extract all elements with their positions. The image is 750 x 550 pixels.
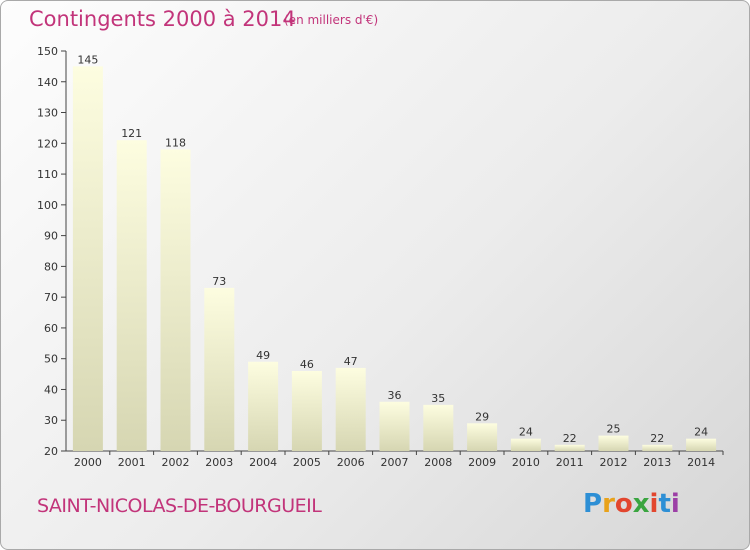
x-tick-label: 2001 (118, 456, 146, 469)
bar-value-label: 22 (650, 432, 664, 445)
bars: 145 121 118 73 49 46 47 36 35 29 24 22 25 22 24 (72, 53, 717, 451)
x-tick-label: 2010 (512, 456, 540, 469)
bar-value-label: 35 (431, 392, 445, 405)
chart-title: Contingents 2000 à 2014 (29, 7, 296, 31)
y-tick-label: 140 (37, 76, 58, 89)
bar (160, 149, 191, 451)
x-tick-label: 2011 (556, 456, 584, 469)
bar (554, 444, 585, 451)
bar (510, 438, 541, 451)
x-tick-label: 2002 (162, 456, 190, 469)
x-tick-label: 2006 (337, 456, 365, 469)
bar (686, 438, 717, 451)
bar (335, 367, 366, 451)
chart-subtitle: (en milliers d'€) (284, 13, 379, 27)
logo-letter: o (614, 489, 633, 519)
logo-letter: r (602, 489, 615, 519)
bar-value-label: 46 (300, 358, 314, 371)
y-tick-label: 40 (44, 383, 58, 396)
logo-letter: i (649, 489, 659, 519)
bar (642, 444, 673, 451)
bar-value-label: 29 (475, 410, 489, 423)
logo-letter: x (632, 489, 650, 519)
bar (423, 404, 454, 451)
x-tick-label: 2005 (293, 456, 321, 469)
bar (248, 361, 279, 451)
y-tick-label: 50 (44, 353, 58, 366)
bar-value-label: 145 (77, 53, 98, 66)
bar-value-label: 24 (519, 426, 533, 439)
x-tick-label: 2009 (468, 456, 496, 469)
bar (379, 401, 410, 451)
bar (598, 435, 629, 451)
bar (204, 287, 235, 451)
logo-letter: t (658, 489, 671, 519)
bar-value-label: 24 (694, 426, 708, 439)
x-tick-label: 2000 (74, 456, 102, 469)
x-tick-label: 2004 (249, 456, 277, 469)
proxiti-logo[interactable]: Proxiti (583, 489, 680, 519)
y-tick-label: 100 (37, 199, 58, 212)
x-tick-label: 2003 (205, 456, 233, 469)
place-name: SAINT-NICOLAS-DE-BOURGUEIL (37, 495, 322, 517)
y-tick-label: 130 (37, 107, 58, 120)
bar-value-label: 73 (212, 275, 226, 288)
y-tick-label: 120 (37, 137, 58, 150)
y-tick-label: 60 (44, 322, 58, 335)
bar-value-label: 25 (607, 423, 621, 436)
logo-letter: i (670, 489, 680, 519)
bar (72, 66, 103, 451)
x-tick-label: 2013 (643, 456, 671, 469)
logo-letter: P (583, 489, 603, 519)
y-tick-label: 70 (44, 291, 58, 304)
x-tick-label: 2014 (687, 456, 715, 469)
bar-value-label: 121 (121, 127, 142, 140)
y-tick-label: 30 (44, 414, 58, 427)
y-tick-label: 80 (44, 260, 58, 273)
y-tick-label: 90 (44, 230, 58, 243)
bar-value-label: 36 (388, 389, 402, 402)
y-tick-label: 20 (44, 445, 58, 458)
x-tick-label: 2007 (381, 456, 409, 469)
bar (467, 423, 498, 451)
y-tick-label: 110 (37, 168, 58, 181)
bar-value-label: 22 (563, 432, 577, 445)
x-tick-label: 2008 (424, 456, 452, 469)
y-axis: 20 30 40 50 60 70 80 90 100 110 120 130 140 150 (37, 45, 67, 458)
bar-value-label: 49 (256, 349, 270, 362)
x-axis: 2000 2001 2002 2003 2004 2005 2006 2007 2008 2009… (66, 450, 724, 469)
bar (291, 371, 322, 451)
bar (116, 140, 147, 451)
x-tick-label: 2012 (600, 456, 628, 469)
bar-value-label: 47 (344, 355, 358, 368)
y-tick-label: 150 (37, 45, 58, 58)
bar-value-label: 118 (165, 136, 186, 149)
